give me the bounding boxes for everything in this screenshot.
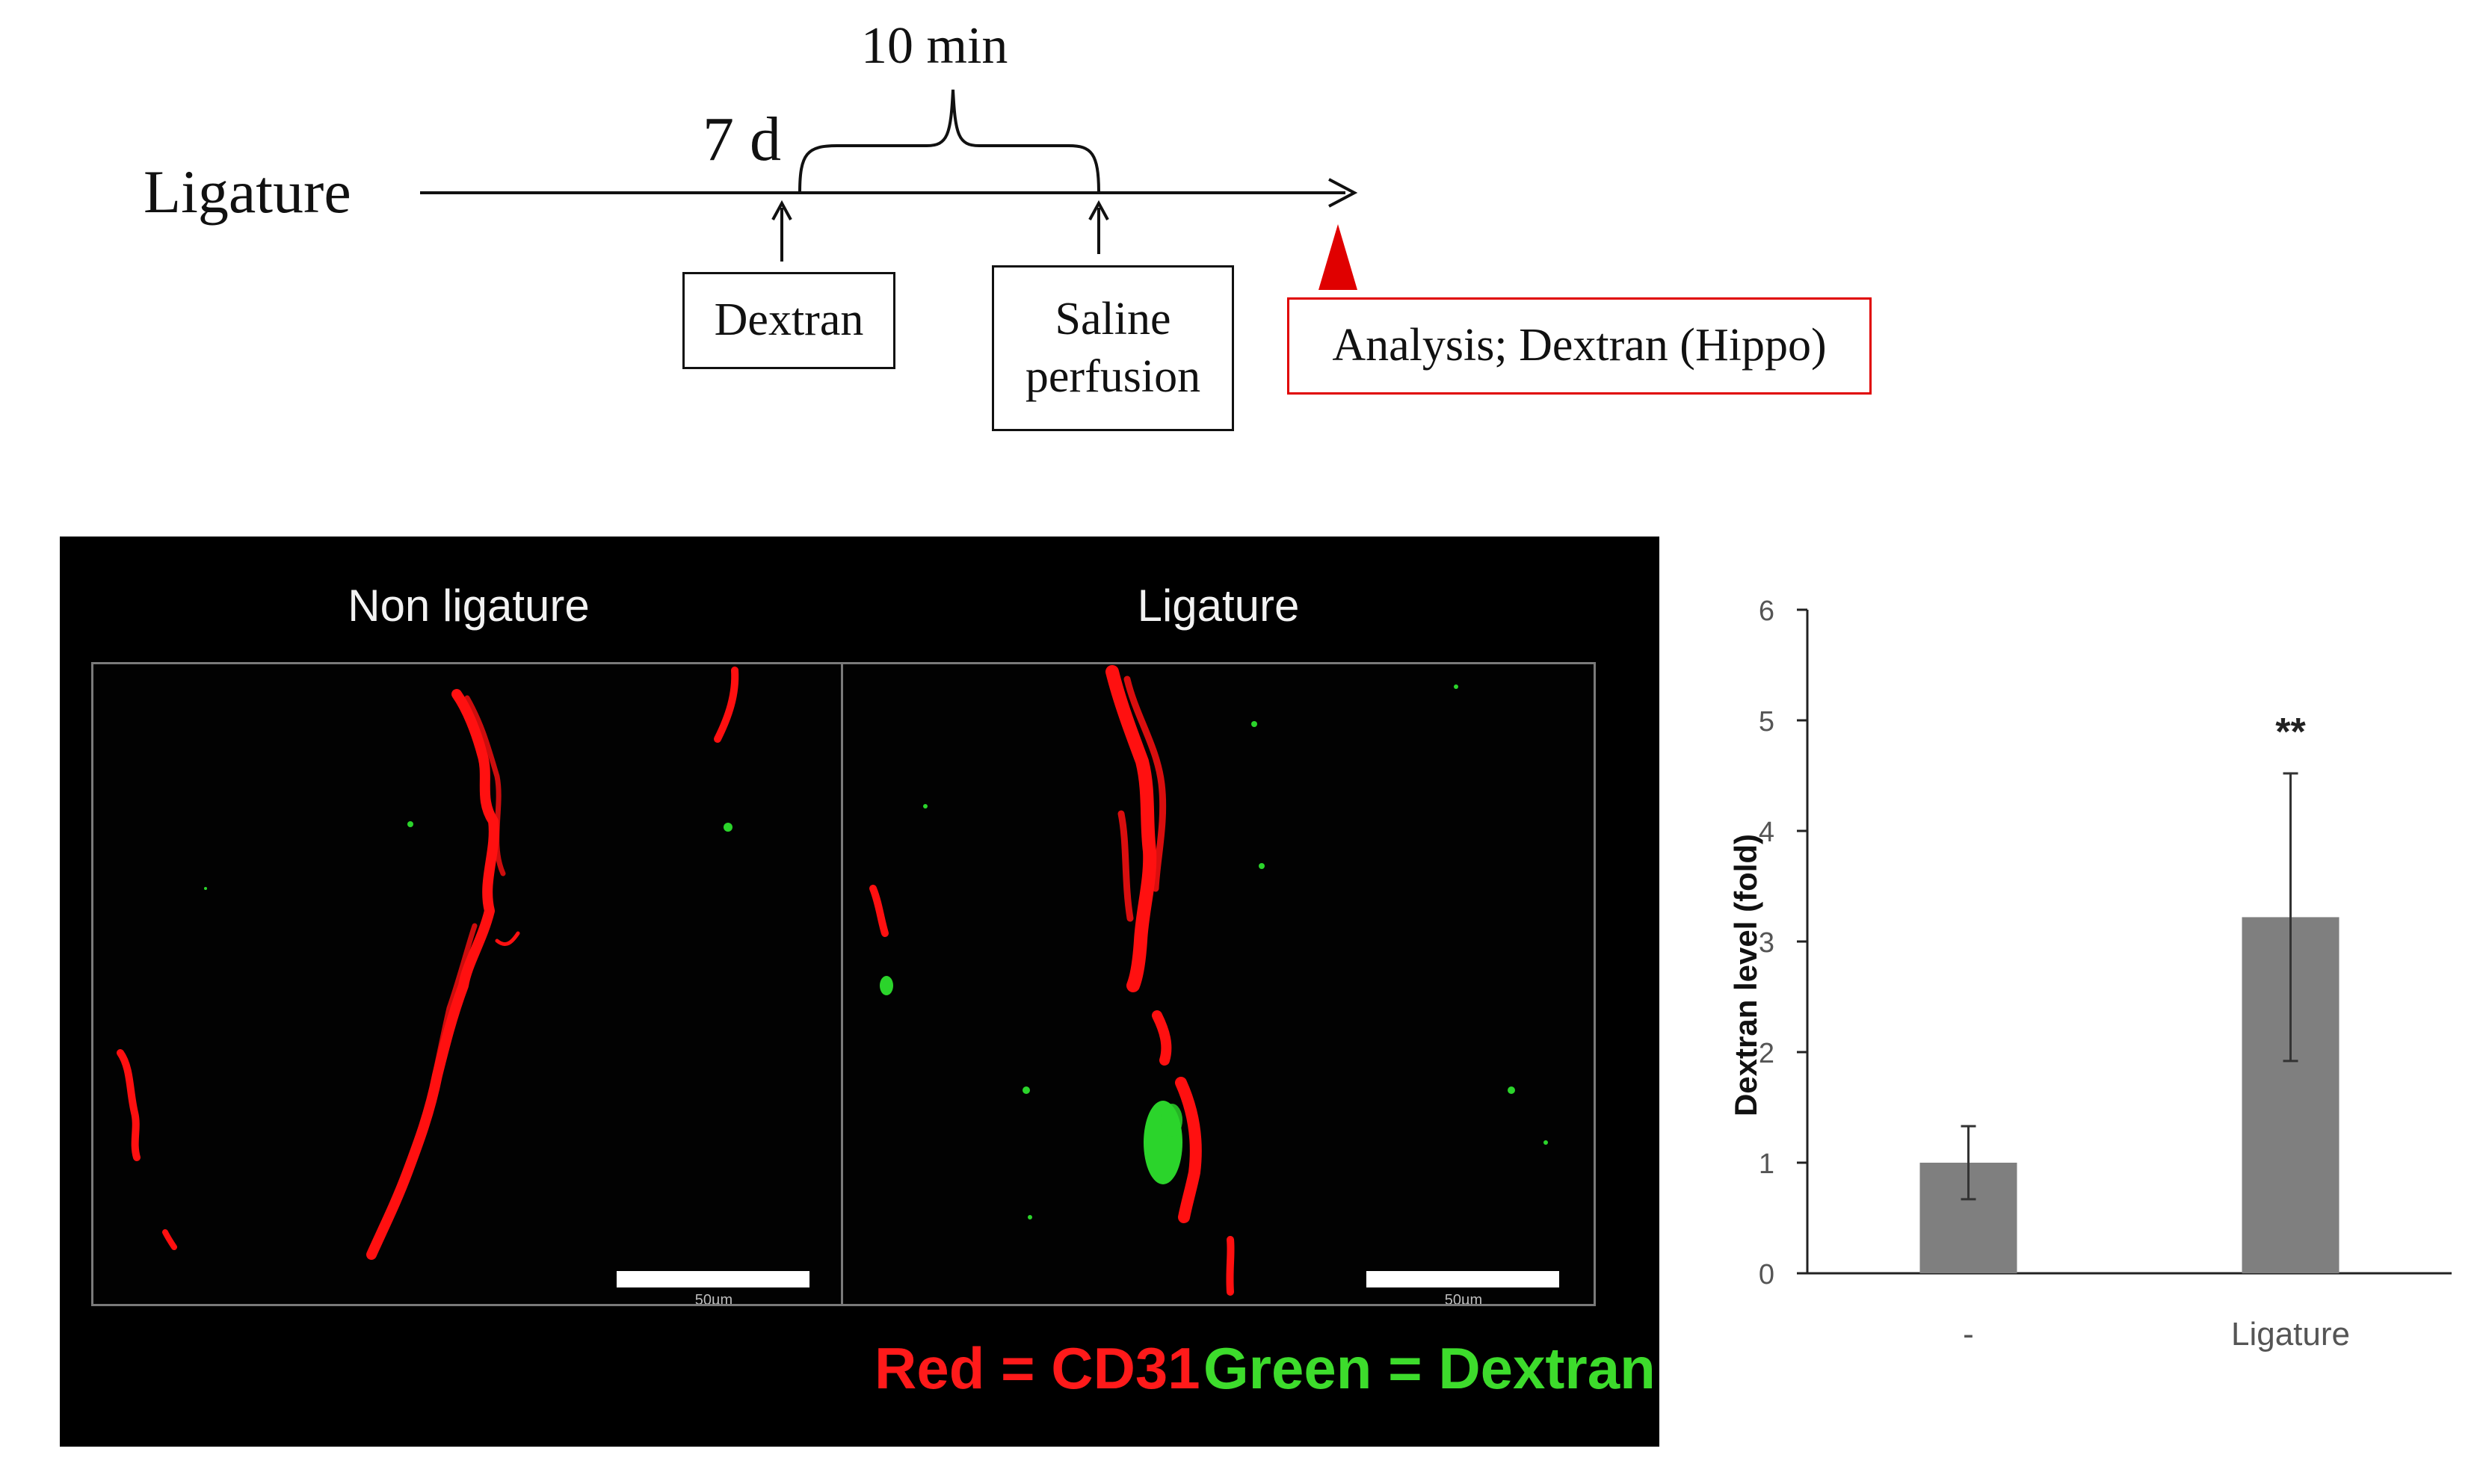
scale-bar xyxy=(1366,1271,1559,1287)
x-category-label: - xyxy=(1963,1316,1974,1352)
dextran-dot xyxy=(1023,1086,1030,1094)
dextran-dot xyxy=(1454,684,1458,689)
day-label: 7 d xyxy=(703,105,781,174)
dextran-box: Dextran xyxy=(682,272,895,369)
dextran-dot xyxy=(1259,863,1265,869)
significance-annotation: ** xyxy=(2275,711,2306,754)
ligature-image: 50µm xyxy=(841,662,1596,1306)
y-tick-label: 5 xyxy=(1759,706,1774,738)
interval-brace xyxy=(798,89,1100,194)
non-ligature-title: Non ligature xyxy=(348,581,590,631)
saline-perfusion-box: Saline perfusion xyxy=(992,265,1234,431)
dextran-dot xyxy=(724,823,732,832)
cd31-vessel xyxy=(1117,675,1167,922)
dextran-dot xyxy=(1543,1140,1548,1145)
y-tick-label: 2 xyxy=(1759,1038,1774,1069)
saline-arrow-head xyxy=(1088,200,1109,220)
ligature-title: Ligature xyxy=(1137,581,1300,631)
non-ligature-fluorescence xyxy=(117,667,739,1260)
dextran-arrow-head xyxy=(771,200,792,220)
dextran-cluster xyxy=(1162,1104,1182,1137)
interval-label: 10 min xyxy=(861,17,1008,75)
dextran-bar-chart: 0 1 2 3 4 5 6 - Ligature ** Dextran level (fold) xyxy=(1728,596,2452,1352)
scale-bar-label: 50µm xyxy=(1444,1292,1483,1306)
y-tick-label: 3 xyxy=(1759,927,1774,959)
cd31-vessel xyxy=(714,667,739,743)
ligature-fluorescence xyxy=(869,665,1548,1296)
y-tick-label: 1 xyxy=(1759,1148,1774,1180)
x-category-label: Ligature xyxy=(2231,1316,2350,1352)
legend-green-dextran: Green = Dextran xyxy=(1203,1335,1656,1401)
cd31-vessel xyxy=(1175,1077,1202,1223)
dextran-dot xyxy=(1028,1215,1032,1219)
dextran-dot xyxy=(923,804,928,809)
dextran-dot xyxy=(1251,721,1257,727)
microscopy-panel: Non ligature Ligature 50µm xyxy=(60,537,1659,1447)
y-tick-label: 4 xyxy=(1759,817,1774,848)
timeline-arrowhead xyxy=(1328,178,1358,208)
cd31-vessel xyxy=(1152,1010,1172,1066)
dextran-dot xyxy=(1508,1086,1515,1094)
non-ligature-image: 50µm xyxy=(91,662,846,1306)
cd31-vessel xyxy=(366,689,499,1260)
dextran-dot xyxy=(880,976,893,995)
analysis-box: Analysis; Dextran (Hippo) xyxy=(1287,297,1872,395)
ligature-label: Ligature xyxy=(144,158,351,226)
dextran-dot xyxy=(204,887,207,890)
scale-bar-label: 50µm xyxy=(694,1292,733,1306)
cd31-vessel xyxy=(162,1229,177,1250)
scale-bar xyxy=(617,1271,809,1287)
cd31-vessel xyxy=(869,885,889,937)
analysis-marker xyxy=(1318,224,1357,290)
y-axis-label: Dextran level (fold) xyxy=(1728,834,1763,1116)
legend-red-cd31: Red = CD31 xyxy=(875,1335,1200,1401)
cd31-vessel xyxy=(117,1049,141,1161)
y-tick-label: 6 xyxy=(1759,596,1774,627)
timeline-diagram xyxy=(420,89,1358,290)
dextran-dot xyxy=(407,821,413,827)
y-tick-label: 0 xyxy=(1759,1259,1774,1290)
cd31-vessel xyxy=(412,695,506,1160)
cd31-vessel xyxy=(1105,665,1157,992)
cd31-vessel xyxy=(495,931,520,946)
